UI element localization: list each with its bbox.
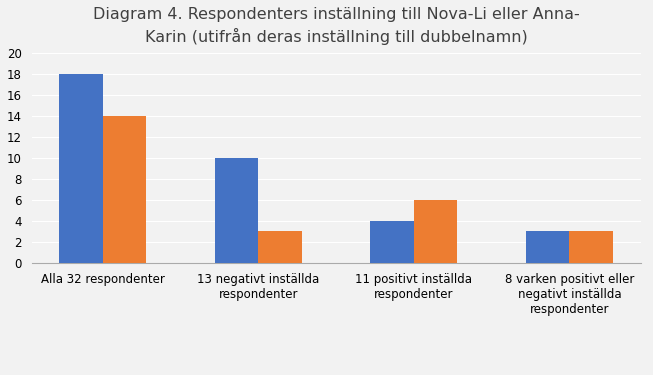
Bar [526, 231, 569, 262]
Bar [215, 158, 259, 262]
Bar [370, 220, 414, 262]
Bar [59, 74, 103, 262]
Title: Diagram 4. Respondenters inställning till Nova-Li eller Anna-
Karin (utifrån der: Diagram 4. Respondenters inställning til… [93, 7, 579, 45]
Bar [103, 116, 146, 262]
Bar [569, 231, 613, 262]
Bar [259, 231, 302, 262]
Bar [414, 200, 457, 262]
